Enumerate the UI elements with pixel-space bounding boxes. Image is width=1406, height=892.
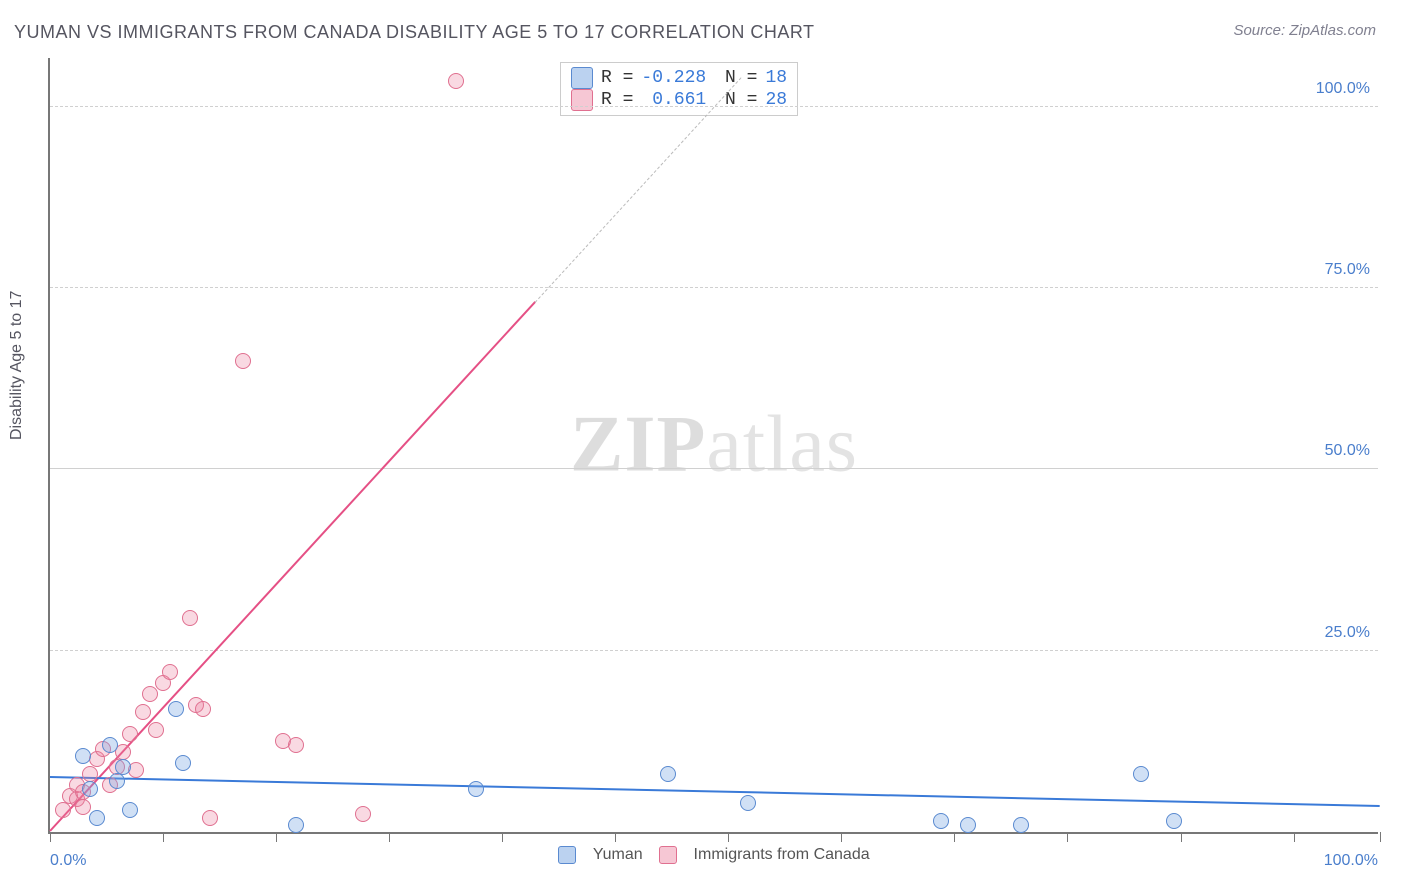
y-tick-label: 25.0%: [1325, 624, 1370, 642]
x-tick: [1181, 832, 1182, 842]
data-point: [235, 353, 251, 369]
y-tick-label: 100.0%: [1316, 80, 1370, 98]
watermark: ZIPatlas: [570, 400, 858, 491]
data-point: [122, 802, 138, 818]
correlation-legend: R = -0.228 N = 18 R = 0.661 N = 28: [560, 62, 798, 116]
x-tick: [163, 832, 164, 842]
data-point: [82, 781, 98, 797]
x-tick: [50, 832, 51, 842]
data-point: [288, 817, 304, 833]
x-tick: [1380, 832, 1381, 842]
x-tick: [502, 832, 503, 842]
data-point: [288, 737, 304, 753]
legend-n-value-1: 18: [765, 68, 787, 88]
gridline: [50, 468, 1378, 469]
legend-r-value-1: -0.228: [641, 68, 706, 88]
data-point: [162, 664, 178, 680]
data-point: [355, 806, 371, 822]
regression-line: [50, 776, 1380, 807]
data-point: [115, 759, 131, 775]
data-point: [182, 610, 198, 626]
legend-r-value-2: 0.661: [641, 90, 706, 110]
data-point: [960, 817, 976, 833]
x-tick: [841, 832, 842, 842]
x-tick: [389, 832, 390, 842]
data-point: [933, 813, 949, 829]
source-attribution: Source: ZipAtlas.com: [1233, 22, 1376, 39]
y-axis-label: Disability Age 5 to 17: [8, 291, 26, 440]
data-point: [89, 810, 105, 826]
data-point: [1013, 817, 1029, 833]
legend-swatch-yuman: [558, 846, 576, 864]
data-point: [175, 755, 191, 771]
legend-r-label: R =: [601, 90, 633, 110]
data-point: [102, 737, 118, 753]
gridline: [50, 650, 1378, 651]
data-point: [142, 686, 158, 702]
x-tick-label: 0.0%: [50, 852, 86, 870]
data-point: [109, 773, 125, 789]
data-point: [75, 748, 91, 764]
data-point: [55, 802, 71, 818]
data-point: [135, 704, 151, 720]
gridline: [50, 287, 1378, 288]
data-point: [168, 701, 184, 717]
legend-n-value-2: 28: [765, 90, 787, 110]
data-point: [202, 810, 218, 826]
x-tick: [954, 832, 955, 842]
data-point: [148, 722, 164, 738]
data-point: [448, 73, 464, 89]
data-point: [1133, 766, 1149, 782]
legend-r-label: R =: [601, 68, 633, 88]
x-tick: [276, 832, 277, 842]
legend-swatch-canada: [659, 846, 677, 864]
data-point: [660, 766, 676, 782]
y-tick-label: 50.0%: [1325, 442, 1370, 460]
x-tick: [1294, 832, 1295, 842]
data-point: [740, 795, 756, 811]
legend-swatch-yuman: [571, 67, 593, 89]
data-point: [1166, 813, 1182, 829]
data-point: [122, 726, 138, 742]
x-tick: [728, 832, 729, 842]
data-point: [195, 701, 211, 717]
legend-n-label: N =: [714, 68, 757, 88]
legend-label-yuman: Yuman: [593, 846, 643, 863]
x-tick-label: 100.0%: [1324, 852, 1378, 870]
chart-title: YUMAN VS IMMIGRANTS FROM CANADA DISABILI…: [14, 22, 815, 43]
data-point: [468, 781, 484, 797]
y-tick-label: 75.0%: [1325, 261, 1370, 279]
legend-label-canada: Immigrants from Canada: [694, 846, 870, 863]
series-legend: Yuman Immigrants from Canada: [50, 846, 1378, 864]
x-tick: [615, 832, 616, 842]
legend-swatch-canada: [571, 89, 593, 111]
x-tick: [1067, 832, 1068, 842]
scatter-plot: ZIPatlas R = -0.228 N = 18 R = 0.661 N =…: [48, 58, 1378, 834]
